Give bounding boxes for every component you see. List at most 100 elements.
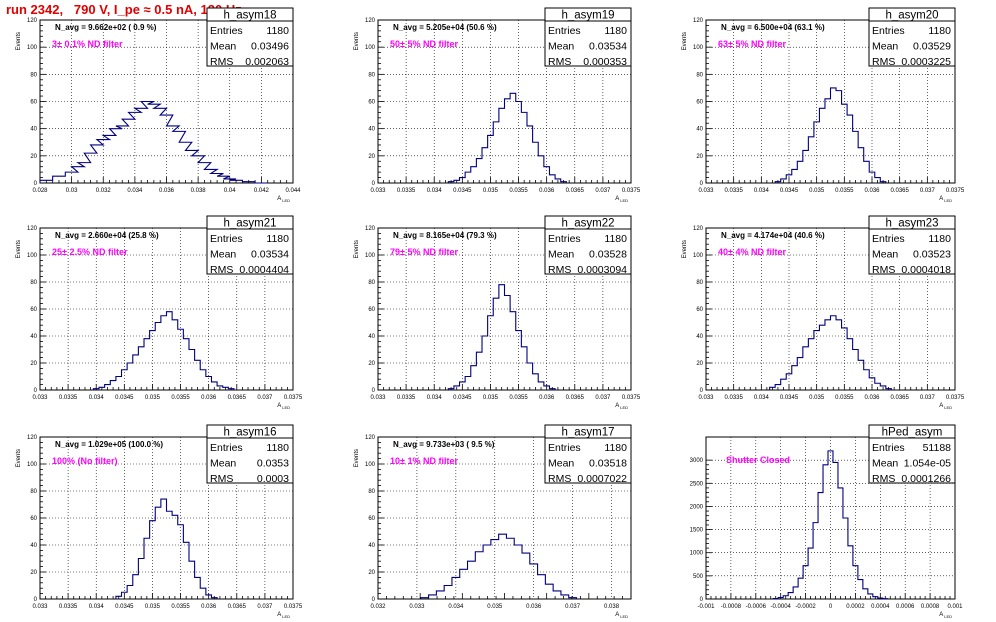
x-tick-label: 0.033 [32, 604, 48, 610]
x-tick-label: 0.037 [595, 188, 611, 194]
stats-value: 0.000353 [583, 56, 627, 68]
histogram-bars [39, 100, 268, 184]
x-tick-label: 0.0335 [59, 604, 78, 610]
y-axis-label: Events [16, 449, 22, 467]
y-tick-label: 500 [693, 574, 704, 580]
x-tick-label: 0.038 [191, 188, 207, 194]
histogram-h_asym18: 0.028 0.03 0.032 0.034 0.036 0.038 0.04 0.042 0.… [16, 7, 301, 203]
y-tick-label: 60 [30, 100, 37, 106]
stats-label: RMS [548, 473, 571, 485]
stats-value: 51188 [923, 442, 952, 454]
x-tick-label: 0.0335 [724, 395, 743, 401]
x-tick-label: 0.0345 [780, 188, 799, 194]
filter-label: 25± 2.5% ND filter [52, 247, 128, 257]
y-tick-label: 60 [30, 516, 37, 522]
stats-title: h_asym16 [223, 427, 276, 439]
x-tick-label: 0.033 [370, 188, 386, 194]
stats-label: Entries [210, 442, 243, 454]
y-tick-label: 60 [368, 516, 375, 522]
navg-label: N_avg = 8.165e+04 (79.3 %) [393, 231, 497, 240]
x-tick-label: 0.0375 [622, 395, 641, 401]
y-tick-label: 20 [368, 154, 375, 160]
y-axis-label: Events [354, 32, 360, 50]
stats-title: h_asym17 [561, 427, 614, 439]
x-tick-label: 0.001 [947, 604, 963, 610]
stats-value: 0.03518 [589, 458, 627, 470]
y-tick-label: 0 [34, 181, 38, 187]
x-tick-label: 0.038 [604, 604, 620, 610]
filter-label: 79± 5% ND filter [390, 247, 458, 257]
stats-value: 0.0003225 [901, 56, 951, 68]
y-tick-label: 40 [30, 543, 37, 549]
x-axis-label: ALED [615, 612, 628, 619]
y-tick-label: 80 [368, 280, 375, 286]
y-axis-label: Events [354, 449, 360, 467]
stats-value: 0.03523 [913, 249, 951, 261]
x-tick-label: -0.001 [697, 604, 715, 610]
y-tick-label: 120 [27, 226, 38, 232]
stats-label: Entries [548, 25, 581, 37]
y-tick-label: 60 [368, 100, 375, 106]
y-tick-label: 0 [372, 597, 376, 603]
x-tick-label: 0.0004 [871, 604, 890, 610]
y-tick-label: 40 [368, 127, 375, 133]
x-tick-label: 0.036 [539, 188, 555, 194]
stats-label: Entries [548, 233, 581, 245]
stats-title: h_asym23 [885, 218, 938, 230]
stats-box: h_asym22 Entries 1180 Mean 0.03528 RMS 0.00030… [544, 215, 632, 276]
x-tick-label: -0.0008 [721, 604, 742, 610]
x-tick-label: 0.035 [145, 604, 161, 610]
x-tick-label: 0.037 [920, 395, 936, 401]
x-tick-label: 0.036 [201, 604, 217, 610]
y-tick-label: 100 [365, 253, 376, 259]
x-tick-label: 0.0375 [284, 604, 303, 610]
stats-value: 1180 [266, 442, 289, 454]
histogram-h_asym22: 0.033 0.0335 0.034 0.0345 0.035 0.0355 0.036 0.… [354, 215, 641, 410]
y-tick-label: 60 [696, 307, 703, 313]
y-axis-label: Events [682, 240, 688, 258]
stats-label: Mean [872, 41, 898, 53]
histogram-bars [769, 315, 892, 390]
stats-title: hPed_asym [882, 427, 943, 439]
y-tick-label: 100 [365, 462, 376, 468]
y-tick-label: 40 [368, 334, 375, 340]
stats-label: RMS [210, 56, 233, 68]
navg-label: N_avg = 6.500e+04 (63.1 %) [721, 23, 825, 32]
stats-box: h_asym21 Entries 1180 Mean 0.03534 RMS 0.00044… [206, 215, 294, 276]
stats-label: Mean [210, 249, 236, 261]
x-tick-label: 0.0355 [509, 395, 528, 401]
stats-label: RMS [548, 264, 571, 276]
stats-box: h_asym18 Entries 1180 Mean 0.03496 RMS 0.00206… [206, 7, 294, 68]
x-tick-label: 0.0345 [115, 395, 134, 401]
stats-label: Mean [210, 458, 236, 470]
stats-label: Mean [210, 41, 236, 53]
stats-box: h_asym20 Entries 1180 Mean 0.03529 RMS 0.00032… [868, 7, 956, 68]
x-axis-label: ALED [615, 403, 628, 410]
y-tick-label: 1500 [690, 528, 704, 534]
stats-label: Entries [548, 442, 581, 454]
navg-label: N_avg = 9.733e+03 ( 9.5 %) [393, 440, 495, 449]
stats-label: RMS [872, 56, 895, 68]
histogram-bars [447, 92, 567, 183]
x-tick-label: 0.033 [698, 188, 714, 194]
x-tick-label: 0.0355 [171, 395, 190, 401]
x-tick-label: 0.0345 [115, 604, 134, 610]
y-axis-label: Events [16, 240, 22, 258]
y-tick-label: 100 [365, 45, 376, 51]
x-tick-label: 0.0345 [453, 188, 472, 194]
stats-label: Mean [548, 41, 574, 53]
x-tick-label: 0.0335 [397, 395, 416, 401]
histogram-h_asym16: 0.033 0.0335 0.034 0.0345 0.035 0.0355 0.036 0.… [16, 424, 303, 619]
y-tick-label: 0 [700, 388, 704, 394]
y-tick-label: 40 [30, 127, 37, 133]
filter-label: 10± 1% ND filter [390, 456, 458, 466]
navg-label: N_avg = 2.660e+04 (25.8 %) [55, 231, 159, 240]
stats-value: 0.0007022 [577, 473, 627, 485]
x-tick-label: 0.033 [32, 395, 48, 401]
navg-label: N_avg = 9.662e+02 ( 0.9 %) [55, 23, 157, 32]
y-tick-label: 120 [693, 18, 704, 24]
y-tick-label: 20 [30, 570, 37, 576]
y-tick-label: 20 [368, 361, 375, 367]
x-tick-label: 0.0365 [228, 604, 247, 610]
x-tick-label: 0.0345 [780, 395, 799, 401]
